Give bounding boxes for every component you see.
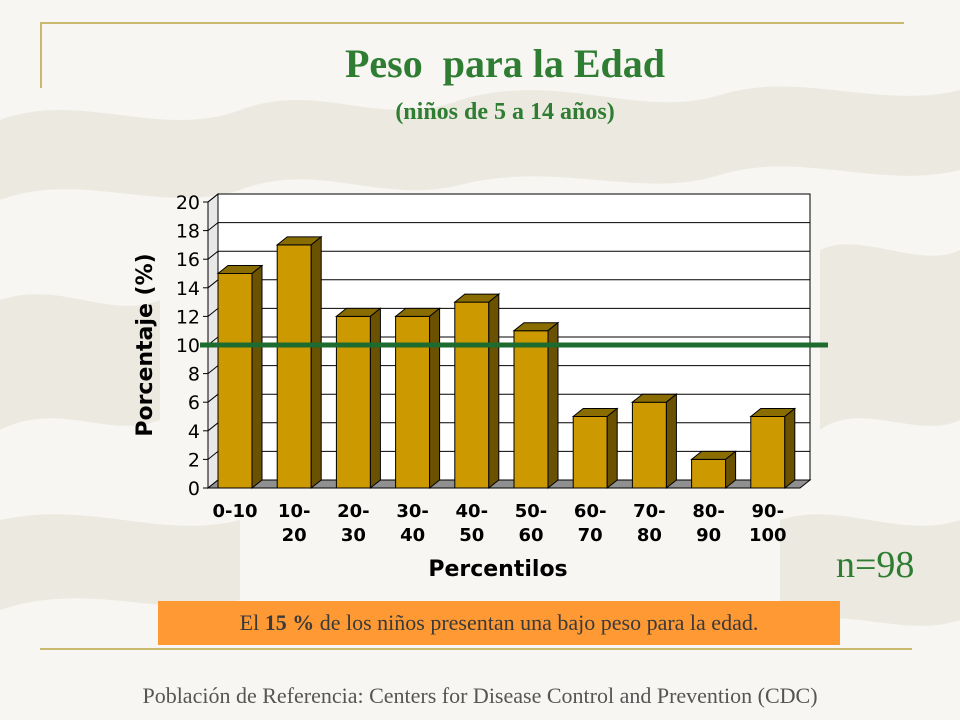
x-tick-label-line: 100 [749,525,787,546]
x-tick-label: 80-90 [692,501,725,546]
x-tick-label: 40-50 [456,501,489,546]
y-tick-label: 10 [176,335,200,357]
bar [276,244,312,489]
y-tick-label: 2 [188,449,200,471]
x-tick-label-line: 20- [337,501,370,522]
x-tick-label-line: 70 [578,525,603,546]
callout-suffix: de los niños presentan una bajo peso par… [314,610,759,635]
bar [513,330,549,489]
y-tick-label: 8 [188,364,200,386]
x-tick-label: 70-80 [633,501,666,546]
x-tick-label: 10-20 [278,501,311,546]
x-tick-label: 60-70 [574,501,607,546]
gridline-diag [207,422,219,432]
x-tick-label-line: 50 [459,525,484,546]
x-tick-label-line: 60- [574,501,607,522]
bar-side [784,407,796,490]
frame-top-line [40,22,904,24]
x-tick-label-line: 50- [515,501,548,522]
bar [454,301,490,489]
bar [572,416,608,489]
x-tick-label-line: 30- [396,501,429,522]
frame-left-line [40,22,42,88]
gridline-diag [207,308,219,317]
bar [217,273,253,489]
gridline-diag [207,451,219,460]
x-axis-title: Percentilos [428,557,567,582]
x-tick-label: 20-30 [337,501,370,546]
gridline-diag [207,250,219,260]
callout-text: El 15 % de los niños presentan una bajo … [158,601,840,645]
x-tick-label: 30-40 [396,501,429,546]
y-tick-label: 20 [176,192,200,214]
x-tick-label: 90-100 [749,501,787,546]
x-tick-label-line: 10- [278,501,311,522]
footer-source: Población de Referencia: Centers for Dis… [142,683,818,708]
gridline-diag [207,222,219,231]
bar-side [488,293,500,490]
x-tick-label: 50-60 [515,501,548,546]
bar [395,315,431,489]
bar [691,458,727,489]
x-tick-label: 0-10 [212,501,257,522]
gridline-diag [207,279,219,289]
x-tick-label-line: 0-10 [212,501,257,522]
bar-side [429,307,441,490]
bar-side [606,407,618,490]
x-tick-label-line: 40 [400,525,425,546]
gridline-diag [207,365,219,374]
callout-box: El 15 % de los niños presentan una bajo … [158,601,840,645]
footer-divider [40,648,912,650]
bar [750,416,786,489]
x-tick-label-line: 30 [341,525,366,546]
y-tick-label: 6 [188,392,200,414]
bar-side [725,450,737,490]
x-tick-label-line: 80- [692,501,725,522]
bar-side [251,264,263,490]
sample-size-label: n=98 [836,544,915,586]
bar-side [547,321,559,490]
x-tick-label-line: 40- [456,501,489,522]
slide-title: Peso para la Edad [344,41,666,86]
y-tick-label: 16 [176,249,200,271]
y-tick-label: 14 [176,278,200,300]
x-tick-label-line: 90 [696,525,721,546]
y-tick-label: 12 [176,306,200,328]
callout-prefix: El [239,610,265,635]
y-tick-label: 18 [176,221,200,243]
x-tick-label-line: 80 [637,525,662,546]
gridline-diag [207,193,219,203]
bar-side [310,235,322,490]
slide-subtitle: (niños de 5 a 14 años) [395,99,615,125]
bar [335,315,371,489]
x-tick-label-line: 90- [752,501,785,522]
y-tick-label: 0 [188,478,200,500]
x-tick-label-line: 60 [518,525,543,546]
bar-side [369,307,381,490]
bar-side [665,393,677,490]
y-axis-title: Porcentaje (%) [133,253,158,436]
callout-highlight: 15 % [264,610,315,635]
bar [631,401,667,489]
y-tick-label: 4 [188,421,200,443]
x-tick-label-line: 20 [282,525,307,546]
x-tick-label-line: 70- [633,501,666,522]
gridline-diag [207,393,219,403]
